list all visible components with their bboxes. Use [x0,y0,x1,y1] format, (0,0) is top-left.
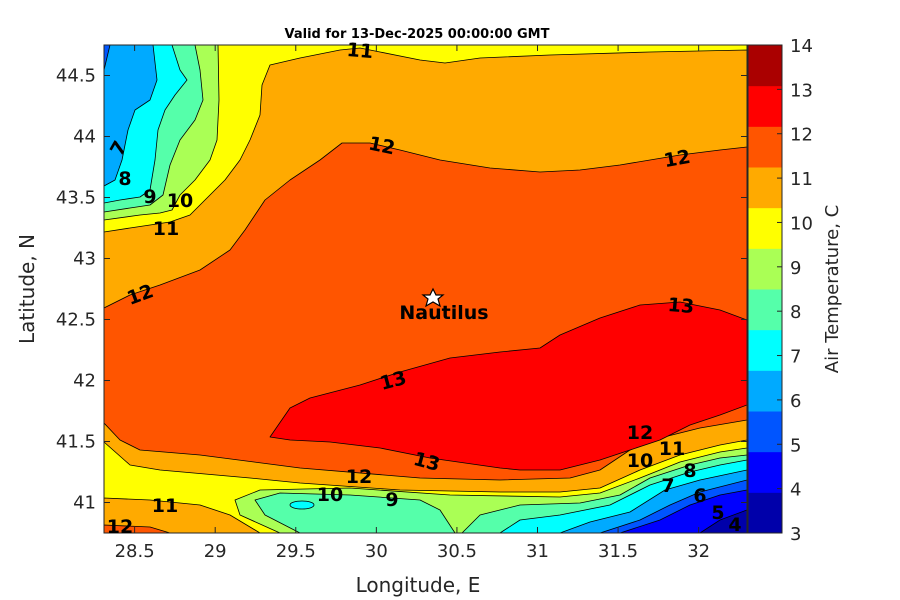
x-tick-label: 29.5 [276,541,316,562]
colorbar-label: Air Temperature, C [822,205,843,373]
plot-frame [103,44,748,534]
contour-label: 8 [118,168,131,190]
y-tick-label: 44.5 [56,66,96,87]
y-tick-label: 43 [73,249,96,270]
colorbar-swatch [748,492,782,534]
colorbar-swatch [748,411,782,453]
contour-region [104,524,171,533]
colorbar-tick-label: 11 [790,169,813,190]
y-tick-label: 43.5 [56,188,96,209]
y-axis-label: Latitude, N [15,234,39,344]
colorbar-swatch [748,289,782,331]
colorbar-swatch [748,85,782,127]
contour-label: 13 [667,294,695,318]
chart-title: Valid for 13-Dec-2025 00:00:00 GMT [285,27,550,42]
x-axis-label: Longitude, E [356,573,481,597]
contour-label: 10 [167,190,193,212]
y-tick-label: 41.5 [56,432,96,453]
contour-label: 11 [346,39,374,63]
colorbar-tick-label: 4 [790,480,801,501]
contour-fills [104,45,747,533]
colorbar-swatch [748,126,782,168]
colorbar-tick-label: 3 [790,524,801,545]
contour-label: 11 [659,438,685,460]
y-axis: 41 41.5 42 42.5 43 43.5 44 44.5 [56,66,747,514]
x-tick-label: 31 [526,541,549,562]
contour-label: 11 [153,218,179,240]
colorbar-tick-label: 13 [790,80,813,101]
star-icon [421,287,445,308]
contour-region [104,497,261,533]
contour-region [699,509,747,533]
contour-label: 7 [661,475,674,497]
contour-region [269,301,747,471]
contour-label: 8 [683,460,696,482]
y-tick-label: 42.5 [56,310,96,331]
colorbar-swatch [748,248,782,290]
colorbar-swatch [748,45,782,87]
colorbar-swatch [748,451,782,493]
contour-label: 9 [385,489,398,511]
contour-region [104,45,158,187]
contour-region [104,45,111,71]
contour-region [289,500,315,510]
y-tick-label: 44 [73,127,96,148]
colorbar-swatch [748,329,782,371]
contour-label: 12 [627,422,653,444]
contour-label: 12 [107,516,133,538]
contour-label: 12 [346,466,372,488]
x-tick-label: 30.5 [437,541,477,562]
contour-label: 4 [728,514,741,536]
contour-label: 9 [143,186,156,208]
colorbar-tick-label: 8 [790,302,801,323]
contour-label: 10 [317,484,343,506]
contour-label: 6 [693,485,706,507]
x-tick-label: 32 [687,541,710,562]
nautilus-marker: Nautilus [399,287,489,324]
colorbar-swatch [748,167,782,209]
contour-region [619,489,747,533]
y-tick-label: 42 [73,371,96,392]
colorbar: 3 4 5 6 7 8 9 10 11 12 13 14 [747,36,813,545]
colorbar-tick-label: 9 [790,258,801,279]
x-tick-label: 30 [365,541,388,562]
colorbar-tick-label: 7 [790,347,801,368]
contour-label: 10 [627,450,653,472]
colorbar-tick-label: 12 [790,125,813,146]
contour-label: 12 [662,146,692,172]
x-tick-label: 28.5 [115,541,155,562]
colorbar-swatch [748,207,782,249]
colorbar-swatch [748,370,782,412]
colorbar-tick-label: 14 [790,36,813,57]
x-axis: 28.5 29 29.5 30 30.5 31 31.5 32 [115,45,710,562]
contour-label: 12 [367,132,397,159]
marker-label: Nautilus [399,302,488,324]
contour-label: 5 [711,502,724,524]
colorbar-frame [747,44,783,534]
x-tick-label: 29 [204,541,227,562]
colorbar-tick-label: 5 [790,435,801,456]
colorbar-tick-label: 6 [790,391,801,412]
y-tick-label: 41 [73,493,96,514]
x-tick-label: 31.5 [598,541,638,562]
colorbar-tick-label: 10 [790,213,813,234]
contour-label: 11 [152,495,178,517]
